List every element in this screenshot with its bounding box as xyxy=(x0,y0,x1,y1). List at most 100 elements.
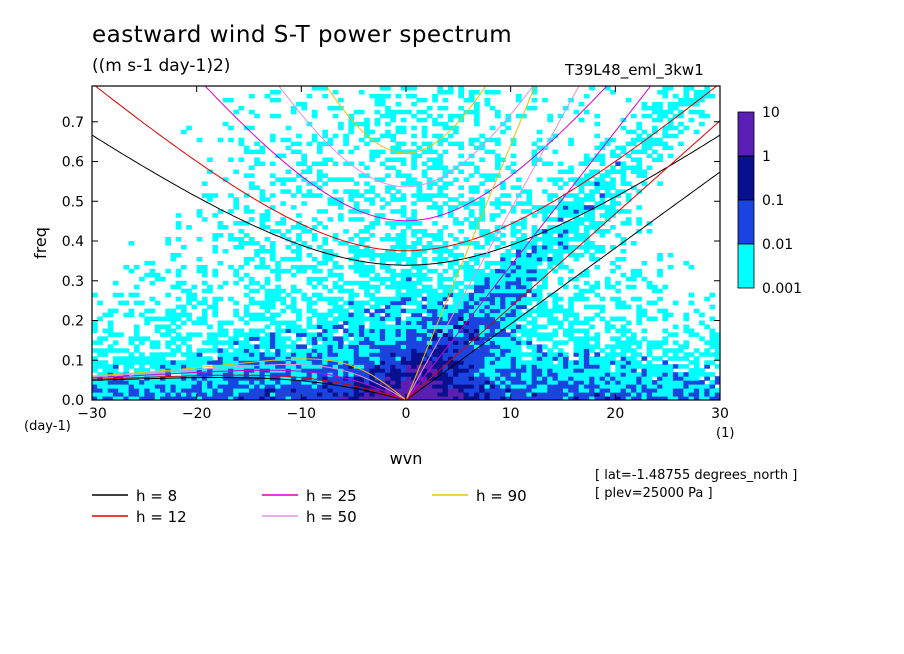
heat-cell xyxy=(254,241,260,246)
heat-cell xyxy=(521,189,527,194)
heat-cell xyxy=(379,372,386,377)
heat-cell xyxy=(217,376,224,381)
heat-cell xyxy=(285,364,292,369)
heat-cell xyxy=(280,372,287,377)
heat-cell xyxy=(557,324,564,329)
heat-cell xyxy=(484,320,491,325)
heat-cell xyxy=(442,304,449,310)
heat-cell xyxy=(97,336,103,341)
heat-cell xyxy=(589,256,595,262)
heat-cell xyxy=(683,97,690,103)
heat-cell xyxy=(704,392,710,397)
heat-cell xyxy=(92,396,98,400)
heat-cell xyxy=(693,332,700,337)
heat-cell xyxy=(201,372,208,377)
heat-cell xyxy=(285,336,292,341)
heat-cell xyxy=(505,348,512,353)
heat-cell xyxy=(406,245,412,250)
heat-cell xyxy=(531,276,538,282)
heat-cell xyxy=(620,125,627,131)
curve-er-h8 xyxy=(92,377,407,400)
heat-cell xyxy=(437,165,444,170)
heat-cell xyxy=(416,340,423,345)
heat-cell xyxy=(510,260,517,266)
heat-cell xyxy=(641,101,648,107)
heat-cell xyxy=(458,229,464,234)
heat-cell xyxy=(306,372,313,377)
heat-cell xyxy=(348,376,355,381)
heat-cell xyxy=(186,296,192,302)
heat-cell xyxy=(411,340,417,345)
heat-cell xyxy=(573,348,580,353)
heat-cell xyxy=(243,344,250,349)
heat-cell xyxy=(348,316,355,321)
heat-cell xyxy=(374,384,381,389)
heat-cell xyxy=(411,233,417,238)
heat-cell xyxy=(521,113,527,119)
heat-cell xyxy=(463,296,470,302)
heat-cell xyxy=(92,356,98,361)
heat-cell xyxy=(589,384,595,389)
heat-cell xyxy=(578,272,585,278)
heat-cell xyxy=(426,356,433,361)
heat-cell xyxy=(92,292,98,298)
heat-cell xyxy=(290,328,297,333)
heat-cell xyxy=(468,137,475,143)
heat-cell xyxy=(306,336,313,341)
heat-cell xyxy=(437,300,444,306)
heat-cell xyxy=(385,376,391,381)
heat-cell xyxy=(531,364,538,369)
heat-cell xyxy=(620,328,627,333)
heat-cell xyxy=(709,396,716,400)
heat-cell xyxy=(636,229,642,234)
heat-cell xyxy=(652,300,658,306)
heat-cell xyxy=(411,157,417,162)
heat-cell xyxy=(426,332,433,337)
heat-cell xyxy=(453,272,459,278)
heat-cell xyxy=(353,332,360,337)
heat-cell xyxy=(238,241,245,246)
heat-cell xyxy=(243,320,250,325)
heat-cell xyxy=(264,308,271,314)
heat-cell xyxy=(636,392,642,397)
heat-cell xyxy=(348,217,355,222)
heat-cell xyxy=(583,384,590,389)
heat-cell xyxy=(264,296,271,302)
heat-cell xyxy=(296,189,302,194)
heat-cell xyxy=(369,368,376,373)
heat-cell xyxy=(285,384,292,389)
heat-cell xyxy=(154,368,161,373)
heat-cell xyxy=(495,296,501,302)
heat-cell xyxy=(437,364,444,369)
heat-cell xyxy=(269,396,276,400)
heat-cell xyxy=(170,320,177,325)
heat-cell xyxy=(468,312,475,318)
heat-cell xyxy=(317,209,323,214)
heat-cell xyxy=(458,376,464,381)
heat-cell xyxy=(426,328,433,333)
heat-cell xyxy=(390,117,396,123)
heat-cell xyxy=(280,137,287,143)
heat-cell xyxy=(484,173,491,178)
heat-cell xyxy=(296,376,302,381)
heat-cell xyxy=(364,129,370,135)
heat-cell xyxy=(474,241,480,246)
heat-cell xyxy=(484,177,491,182)
heat-cell xyxy=(594,392,601,397)
heat-cell xyxy=(181,320,187,325)
heat-cell xyxy=(118,348,124,353)
heat-cell xyxy=(186,356,192,361)
heat-cell xyxy=(453,356,459,361)
heat-cell xyxy=(364,316,370,321)
heat-cell xyxy=(348,384,355,389)
heat-cell xyxy=(343,161,349,166)
heat-cell xyxy=(228,157,234,162)
heat-cell xyxy=(453,388,459,393)
heat-cell xyxy=(275,153,281,159)
heat-cell xyxy=(620,348,627,353)
heat-cell xyxy=(285,177,292,182)
heat-cell xyxy=(421,229,428,234)
heat-cell xyxy=(500,340,506,345)
heat-cell xyxy=(306,141,313,147)
heat-cell xyxy=(620,165,627,170)
